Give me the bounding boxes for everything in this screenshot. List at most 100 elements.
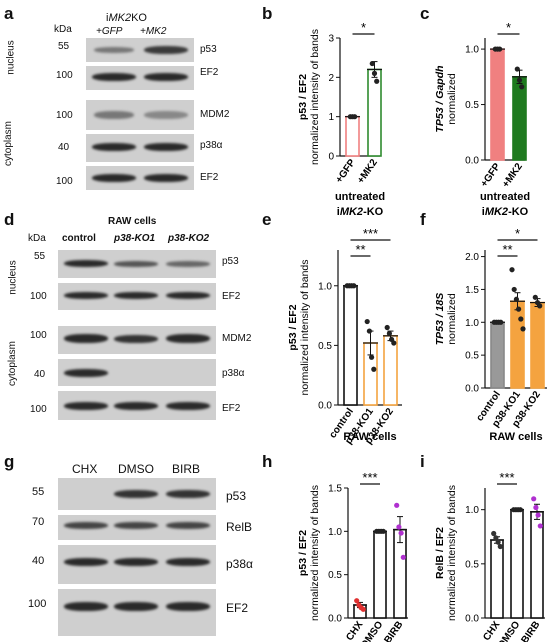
mw-marker: 100: [56, 176, 73, 187]
band-label: p38α: [222, 368, 245, 379]
chart-caption: RAW cells: [489, 431, 542, 443]
data-point: [371, 70, 378, 76]
lane-label: p38-KO1: [114, 233, 156, 244]
x-tick-label: +GFP: [334, 157, 358, 185]
bar: [490, 539, 504, 619]
y-axis-subtitle: normalized: [446, 293, 458, 345]
y-axis-title: p53 / EF2: [297, 74, 309, 120]
lane-label: DMSO: [118, 462, 154, 476]
y-tick-label: 0: [328, 152, 334, 163]
significance-marker: *: [515, 226, 520, 241]
chart-caption: RAW cells: [343, 431, 396, 443]
y-tick-label: 0.5: [318, 341, 332, 352]
data-point: [516, 77, 523, 83]
y-tick-label: 2.0: [465, 252, 479, 263]
panel-letter-c: c: [420, 4, 430, 23]
y-tick-label: 1.5: [328, 484, 342, 495]
y-axis-subtitle: normalized: [446, 73, 458, 125]
chart-i: 0.0 0.5 1.0 RelB / EF2 normalized intensity …: [434, 470, 545, 642]
band-label: p38α: [226, 557, 253, 571]
data-point: [497, 46, 503, 52]
mw-marker: 55: [58, 41, 70, 52]
panel-letter-a: a: [4, 4, 14, 23]
mw-marker: 40: [58, 142, 70, 153]
band-label: EF2: [222, 403, 241, 414]
data-point: [380, 528, 386, 534]
bar: [373, 530, 387, 619]
data-point: [513, 296, 520, 302]
y-axis-title: p53 / EF2: [287, 304, 299, 350]
kda-label: kDa: [54, 24, 72, 35]
blot-g: [58, 478, 216, 636]
chart-e: 0.0 0.5 1.0 p53 / EF2 normalized intensity o…: [287, 226, 402, 446]
y-tick-label: 0.5: [465, 100, 479, 111]
data-point: [369, 60, 375, 67]
data-point: [495, 539, 501, 545]
data-point: [366, 328, 372, 334]
x-tick-label: DMSO: [359, 619, 385, 642]
y-tick-label: 0.0: [328, 614, 342, 625]
data-point: [537, 523, 543, 529]
y-axis-title: TP53 / Gapdh: [434, 65, 446, 132]
y-tick-label: 2: [328, 73, 334, 84]
y-axis-subtitle: normalized intensity of bands: [309, 29, 321, 165]
data-point: [535, 512, 541, 518]
data-point: [364, 318, 370, 325]
panel-letter-i: i: [420, 452, 425, 471]
blot-title: RAW cells: [108, 216, 157, 227]
panel-letter-b: b: [262, 4, 273, 23]
panel-letter-h: h: [262, 452, 273, 471]
data-point: [537, 303, 543, 309]
band-label: p53: [226, 489, 247, 503]
data-point: [369, 354, 375, 360]
lane-label: +MK2: [140, 26, 167, 37]
mw-marker: 100: [56, 110, 73, 121]
caption-part: -KO: [363, 206, 384, 218]
caption-part: i: [482, 206, 485, 218]
band-label: p53: [222, 256, 239, 267]
chart-caption: untreated: [335, 191, 385, 203]
significance-marker: *: [361, 20, 366, 35]
significance-marker: *: [506, 20, 511, 35]
y-axis-title: p53 / EF2: [297, 530, 309, 576]
lane-label: +GFP: [96, 26, 123, 37]
y-tick-label: 0.0: [465, 384, 479, 395]
lane-label: control: [62, 233, 96, 244]
significance-marker: ***: [363, 226, 378, 241]
data-point: [396, 524, 402, 530]
data-point: [394, 502, 400, 508]
data-point: [511, 286, 517, 293]
blot-nucleus: [86, 38, 194, 90]
data-point: [493, 535, 499, 541]
y-axis-subtitle: normalized intensity of bands: [446, 485, 458, 621]
panel-letter-d: d: [4, 210, 15, 229]
y-tick-label: 1.0: [318, 281, 332, 292]
y-tick-label: 0.5: [328, 570, 342, 581]
y-axis-subtitle: normalized intensity of bands: [309, 485, 321, 621]
y-tick-label: 1.5: [465, 285, 479, 296]
y-tick-label: 0.0: [465, 156, 479, 167]
data-point: [516, 306, 522, 312]
band-label: MDM2: [200, 109, 230, 120]
band-label: EF2: [200, 67, 219, 78]
chart-caption: iMK2-KO: [482, 206, 529, 218]
caption-part: -KO: [508, 206, 529, 218]
mw-marker: 55: [34, 251, 46, 262]
y-tick-label: 0.5: [465, 351, 479, 362]
data-point: [391, 340, 397, 346]
data-point: [384, 324, 390, 331]
data-point: [509, 267, 515, 273]
band-label: EF2: [200, 172, 219, 183]
data-point: [398, 530, 404, 536]
band-label: p53: [200, 44, 217, 55]
y-tick-label: 0.0: [465, 614, 479, 625]
mw-marker: 100: [56, 70, 73, 81]
mw-marker: 100: [30, 404, 47, 415]
panel-letter-e: e: [262, 210, 272, 229]
blot-nucleus: [58, 250, 216, 310]
band-label: EF2: [226, 601, 249, 615]
data-point: [497, 543, 503, 550]
lane-label: p38-KO2: [168, 233, 210, 244]
